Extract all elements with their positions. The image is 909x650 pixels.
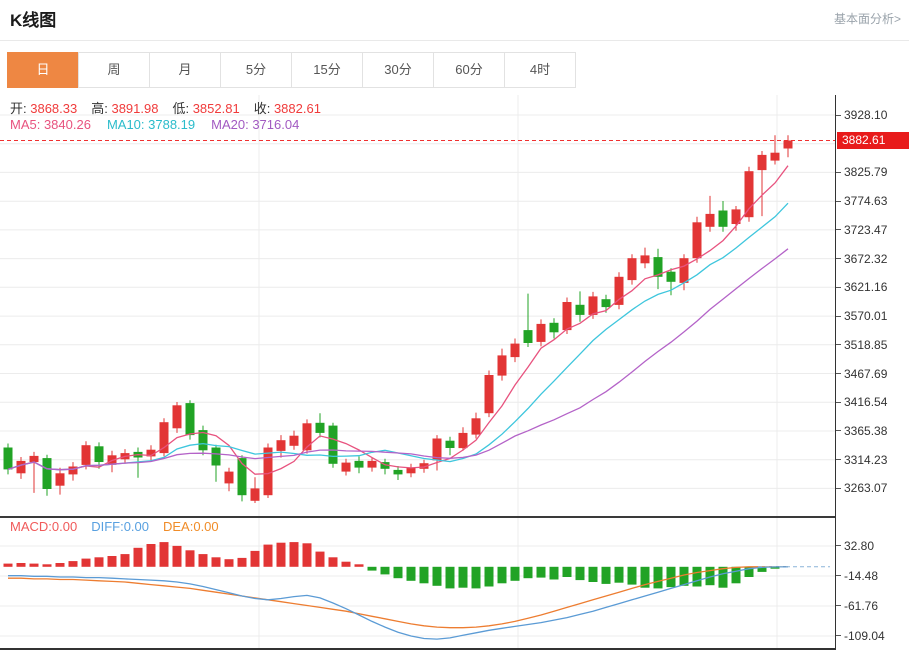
- macd-readout: MACD:0.00 DIFF:0.00 DEA:0.00: [10, 519, 233, 534]
- price-axis-label: 3672.32: [836, 252, 887, 266]
- price-axis-label: 3723.47: [836, 223, 887, 237]
- ohlc-label: 高:: [91, 101, 108, 116]
- macd-axis-label: -109.04: [836, 629, 885, 643]
- price-axis-label: 3570.01: [836, 309, 887, 323]
- price-axis-label: 3518.85: [836, 338, 887, 352]
- price-axis-label: 3416.54: [836, 395, 887, 409]
- ohlc-value: 3891.98: [107, 101, 159, 116]
- ohlc-value: 3882.61: [270, 101, 321, 116]
- macd-value: MACD:0.00: [10, 519, 78, 534]
- price-axis-label: 3928.10: [836, 108, 887, 122]
- tab-month[interactable]: 月: [149, 52, 221, 88]
- panel-divider: [0, 516, 909, 518]
- ma-readout: MA5: 3840.26 MA10: 3788.19 MA20: 3716.04: [10, 117, 315, 132]
- tab-15m[interactable]: 15分: [291, 52, 363, 88]
- ma-value: MA20: 3716.04: [211, 117, 300, 132]
- macd-value: DEA:0.00: [163, 519, 219, 534]
- ma-value: MA5: 3840.26: [10, 117, 91, 132]
- price-axis-label: 3774.63: [836, 194, 887, 208]
- interval-tabbar: 日周月 5分 15分 30分 60分 4时: [7, 52, 576, 88]
- tab-week[interactable]: 周: [78, 52, 150, 88]
- price-axis-label: 3365.38: [836, 424, 887, 438]
- ma-value: MA10: 3788.19: [106, 117, 196, 132]
- chart-area: 开: 3868.33 高: 3891.98 低: 3852.81 收: 3882.61…: [0, 95, 909, 650]
- ohlc-readout: 开: 3868.33 高: 3891.98 低: 3852.81 收: 3882.61: [10, 98, 335, 117]
- ohlc-label: 收:: [253, 101, 271, 116]
- tab-5m[interactable]: 5分: [220, 52, 292, 88]
- ohlc-label: 开:: [10, 101, 27, 116]
- chart-bottom-border: [0, 648, 909, 650]
- candlestick-chart[interactable]: [0, 95, 835, 516]
- tab-4h[interactable]: 4时: [504, 52, 576, 88]
- tab-30m[interactable]: 30分: [362, 52, 434, 88]
- macd-chart[interactable]: [0, 518, 835, 648]
- tab-60m[interactable]: 60分: [433, 52, 505, 88]
- ohlc-value: 3868.33: [26, 101, 78, 116]
- page-title: K线图: [10, 11, 57, 30]
- macd-value: DIFF:0.00: [91, 519, 149, 534]
- ohlc-value: 3852.81: [189, 101, 240, 116]
- price-axis-label: 3314.23: [836, 453, 887, 467]
- price-axis-label: 3825.79: [836, 165, 887, 179]
- price-axis-label: 3621.16: [836, 280, 887, 294]
- price-axis-label: 3263.07: [836, 481, 887, 495]
- macd-axis-label: -14.48: [836, 569, 878, 583]
- header-divider: [0, 40, 909, 41]
- ohlc-label: 低:: [172, 101, 190, 116]
- last-price-tag: 3882.61: [837, 132, 909, 150]
- macd-axis-label: 32.80: [836, 539, 874, 553]
- price-axis: 3882.61 3928.10 3825.79 3774.63 3723.47 3672…: [835, 95, 909, 650]
- tab-day[interactable]: 日: [7, 52, 79, 88]
- price-axis-label: 3467.69: [836, 367, 887, 381]
- macd-axis-label: -61.76: [836, 599, 878, 613]
- fundamental-analysis-link[interactable]: 基本面分析>: [833, 12, 901, 26]
